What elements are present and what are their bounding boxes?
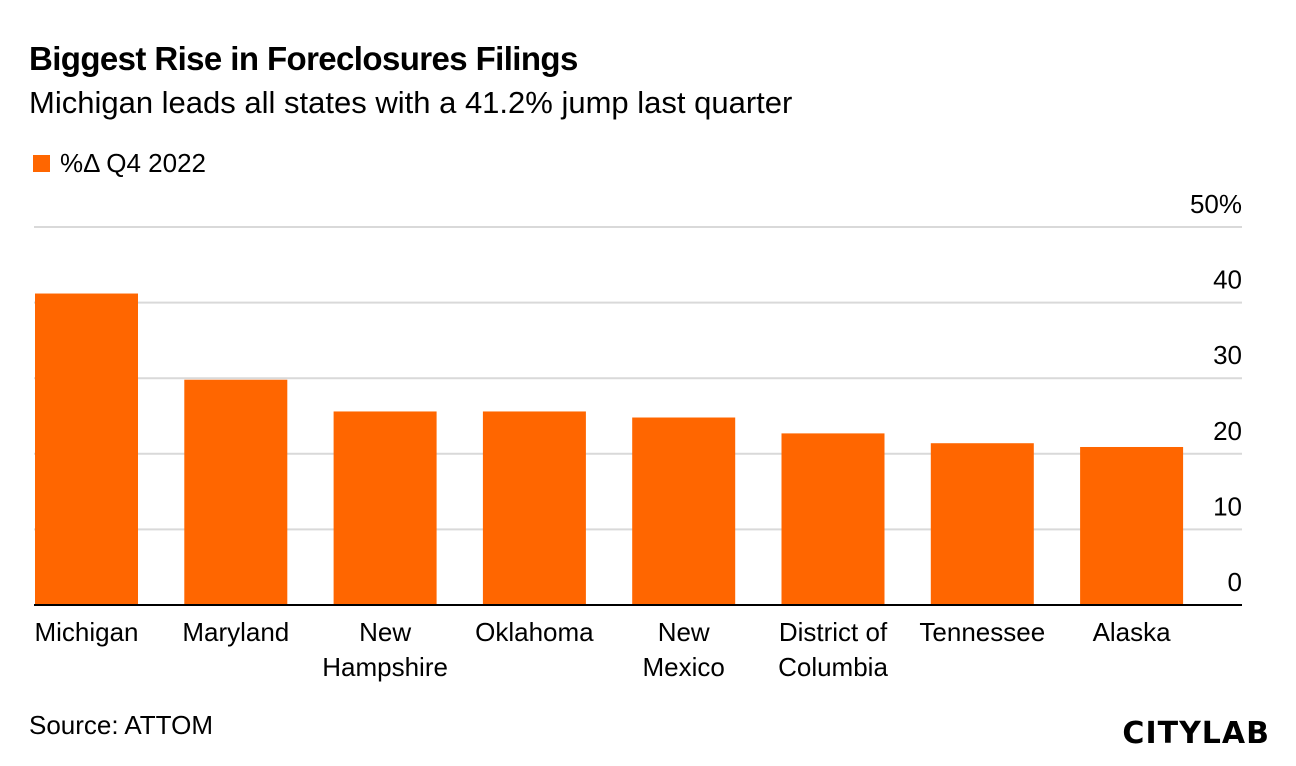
y-tick-label: 30 [1213, 340, 1242, 370]
chart-subtitle: Michigan leads all states with a 41.2% j… [29, 85, 793, 120]
y-tick-label: 20 [1213, 416, 1242, 446]
bar-district-of-columbia [781, 433, 885, 605]
bar-tennessee [930, 443, 1034, 605]
bar-michigan [35, 293, 138, 605]
citylab-logo: CITYLAB [1122, 716, 1270, 751]
legend: %Δ Q4 2022 [33, 148, 206, 179]
x-tick-label: Columbia [778, 652, 888, 682]
x-tick-label: Oklahoma [475, 617, 594, 647]
bar-maryland [184, 379, 288, 605]
legend-label: %Δ Q4 2022 [60, 148, 207, 178]
x-tick-label: Michigan [34, 617, 138, 647]
x-tick-label: Tennessee [919, 617, 1045, 647]
x-tick-label: Hampshire [322, 652, 448, 682]
source-note: Source: ATTOM [29, 710, 213, 740]
x-tick-label: Alaska [1093, 617, 1172, 647]
x-tick-label: New [658, 617, 710, 647]
legend-swatch [33, 155, 50, 172]
y-tick-label: 10 [1213, 491, 1242, 521]
x-tick-label: New [359, 617, 411, 647]
chart-title: Biggest Rise in Foreclosures Filings [29, 40, 578, 77]
x-tick-label: Maryland [182, 617, 289, 647]
x-tick-label: Mexico [643, 652, 725, 682]
bar-new-hampshire [333, 411, 437, 605]
y-tick-label: 50% [1190, 189, 1242, 219]
x-tick-label: District of [779, 617, 888, 647]
y-tick-label: 0 [1228, 567, 1242, 597]
bar-alaska [1080, 446, 1184, 605]
y-tick-label: 40 [1213, 265, 1242, 295]
bar-oklahoma [482, 411, 586, 605]
bar-new-mexico [632, 417, 736, 605]
